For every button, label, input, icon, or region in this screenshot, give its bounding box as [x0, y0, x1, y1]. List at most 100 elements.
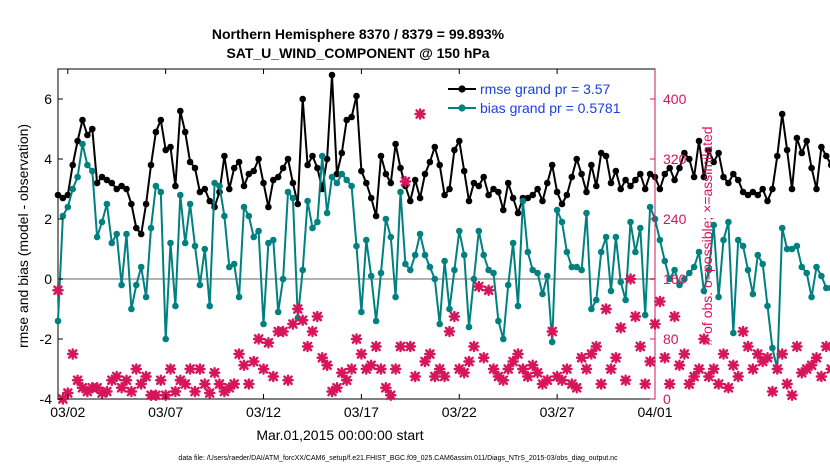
- bias-point: [387, 233, 395, 241]
- bias-point: [353, 242, 360, 250]
- obs-count-point: [678, 348, 691, 360]
- obs-count-point: [712, 378, 725, 390]
- bias-point: [343, 176, 351, 184]
- rmse-point: [686, 155, 693, 163]
- obs-count-point: [619, 374, 632, 387]
- rmse-point: [270, 176, 277, 184]
- obs-count-point: [331, 381, 343, 394]
- obs-count-point: [825, 364, 830, 374]
- obs-count-point: [443, 325, 456, 338]
- bias-point: [358, 308, 365, 316]
- rmse-point: [739, 188, 747, 196]
- obs-count-point: [267, 370, 280, 383]
- rmse-point: [172, 182, 179, 190]
- bias-point: [734, 236, 742, 244]
- rmse-point: [421, 170, 429, 178]
- rmse-point: [695, 137, 703, 145]
- rmse-point: [553, 188, 561, 196]
- obs-count-point: [600, 303, 612, 315]
- rmse-point: [147, 161, 155, 169]
- rmse-point: [426, 158, 434, 166]
- bias-point: [299, 266, 307, 274]
- bias-point: [235, 293, 243, 301]
- bias-point: [544, 272, 551, 280]
- obs-count-point: [106, 374, 118, 387]
- obs-count-point: [595, 378, 607, 390]
- bias-point: [808, 293, 815, 301]
- rmse-point: [436, 161, 444, 169]
- rmse-point: [666, 164, 673, 172]
- rmse-series: [54, 71, 830, 238]
- obs-count-point: [580, 363, 593, 375]
- rmse-point: [456, 137, 463, 145]
- obs-count-point: [531, 366, 544, 379]
- bias-point: [270, 236, 277, 244]
- bias-point: [260, 320, 267, 328]
- bias-point: [730, 329, 737, 337]
- bias-point: [441, 257, 448, 265]
- obs-count-point: [282, 374, 294, 387]
- rmse-point: [617, 185, 624, 193]
- bias-point: [118, 281, 125, 289]
- obs-count-point: [355, 348, 368, 360]
- bias-point: [568, 263, 576, 271]
- obs-count-point: [203, 387, 216, 399]
- rmse-point: [201, 185, 209, 193]
- y-axis-right-label: # of obs: o=possible; ×=assimilated: [699, 126, 715, 345]
- obs-count-point: [693, 363, 705, 375]
- obs-count-point: [756, 355, 769, 368]
- obs-count-point: [71, 374, 84, 387]
- rmse-point: [646, 170, 654, 178]
- bias-point: [475, 227, 483, 235]
- bias-point: [593, 296, 600, 304]
- rmse-point: [304, 161, 311, 169]
- bias-point: [637, 224, 644, 232]
- bias-point: [813, 263, 820, 271]
- obs-count-point: [345, 363, 358, 375]
- obs-count-point: [688, 370, 700, 383]
- x-tick-label: 03/07: [148, 404, 183, 420]
- bias-point: [456, 227, 463, 235]
- obs-count-point: [52, 284, 64, 297]
- obs-count-point: [311, 310, 324, 323]
- obs-count-point: [433, 363, 446, 375]
- bias-point: [377, 269, 385, 277]
- rmse-point: [534, 185, 541, 193]
- legend-rmse-swatch-marker: [458, 85, 466, 93]
- bias-point: [803, 269, 810, 277]
- rmse-point: [367, 194, 375, 202]
- obs-count-point: [727, 359, 740, 372]
- obs-count-point: [561, 363, 573, 375]
- rmse-point: [441, 191, 448, 199]
- obs-count-point: [169, 385, 182, 398]
- rmse-point: [495, 188, 502, 196]
- legend: rmse grand pr = 3.57 bias grand pr = 0.5…: [442, 75, 648, 119]
- obs-count-point: [306, 325, 319, 338]
- bias-point: [744, 266, 752, 274]
- rmse-point: [568, 173, 576, 181]
- obs-count-point: [473, 280, 485, 293]
- bias-point: [289, 194, 297, 202]
- obs-count-point: [658, 351, 671, 364]
- bias-point: [162, 335, 169, 343]
- bias-point: [686, 269, 693, 277]
- y-right-tick-label: 400: [663, 91, 687, 107]
- rmse-point: [314, 164, 321, 172]
- x-tick-label: 03/12: [246, 404, 281, 420]
- rmse-point: [793, 134, 801, 142]
- rmse-point: [504, 179, 512, 187]
- bias-point: [485, 266, 492, 274]
- obs-count-point: [218, 385, 231, 398]
- rmse-point: [627, 182, 634, 190]
- obs-count-point: [291, 303, 304, 315]
- bias-point: [367, 272, 375, 280]
- rmse-point: [162, 146, 169, 154]
- bias-point: [274, 308, 282, 316]
- bias-point: [54, 317, 62, 325]
- y-left-tick-label: 2: [44, 211, 52, 227]
- bias-point: [416, 230, 424, 238]
- bias-point: [314, 218, 321, 226]
- x-tick-label: 03/02: [50, 404, 85, 420]
- rmse-point: [637, 170, 644, 178]
- bias-point: [79, 140, 86, 148]
